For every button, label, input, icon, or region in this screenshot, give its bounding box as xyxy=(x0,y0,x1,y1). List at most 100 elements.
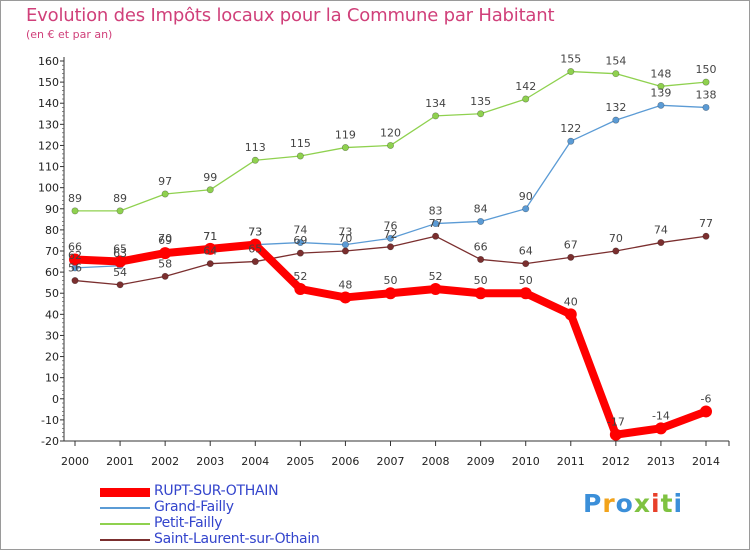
y-tick-label: 120 xyxy=(38,139,59,152)
y-tick-label: 30 xyxy=(45,329,59,342)
data-label: 83 xyxy=(429,205,443,218)
chart-subtitle: (en € et par an) xyxy=(26,28,113,41)
data-point xyxy=(69,253,81,266)
data-label: 89 xyxy=(68,192,82,205)
data-point xyxy=(519,287,532,300)
legend-swatch xyxy=(100,507,150,509)
x-tick-label: 2000 xyxy=(61,455,89,468)
data-point xyxy=(702,78,710,86)
y-tick-label: 80 xyxy=(45,224,59,237)
data-label: 119 xyxy=(335,129,356,142)
data-point xyxy=(702,232,710,240)
data-point xyxy=(564,308,577,321)
data-label: 138 xyxy=(696,88,717,101)
data-label: -17 xyxy=(607,416,625,429)
legend-label: RUPT-SUR-OTHAIN xyxy=(154,483,279,499)
data-point xyxy=(161,272,169,280)
data-label: 65 xyxy=(248,243,262,256)
data-label: 134 xyxy=(425,97,446,110)
data-point xyxy=(206,260,214,268)
x-tick-label: 2013 xyxy=(647,455,675,468)
data-label: 50 xyxy=(384,274,398,287)
x-tick-label: 2002 xyxy=(151,455,179,468)
data-point xyxy=(567,68,575,76)
data-point xyxy=(657,82,665,90)
legend-label: Saint-Laurent-sur-Othain xyxy=(154,531,320,547)
data-label: 62 xyxy=(68,249,82,262)
data-point xyxy=(251,258,259,266)
data-label: 69 xyxy=(293,234,307,247)
data-point xyxy=(432,220,440,228)
data-point xyxy=(386,141,394,149)
data-point xyxy=(609,428,622,441)
data-label: 65 xyxy=(113,243,127,256)
data-point xyxy=(159,247,172,260)
logo-letter: i xyxy=(673,489,684,518)
data-label: 64 xyxy=(203,245,217,258)
data-point xyxy=(522,260,530,268)
data-label: -6 xyxy=(701,392,712,405)
data-label: 115 xyxy=(290,137,311,150)
x-tick-label: 2010 xyxy=(512,455,540,468)
y-tick-label: 60 xyxy=(45,266,59,279)
data-label: 90 xyxy=(519,190,533,203)
data-label: 74 xyxy=(293,224,307,237)
data-point xyxy=(204,242,217,255)
data-label: 58 xyxy=(158,257,172,270)
data-label: 99 xyxy=(203,171,217,184)
data-label: 142 xyxy=(515,80,536,93)
data-point xyxy=(477,255,485,263)
data-label: 154 xyxy=(605,55,626,68)
data-label: 52 xyxy=(429,270,443,283)
data-label: 70 xyxy=(338,232,352,245)
data-label: 67 xyxy=(564,238,578,251)
data-label: 150 xyxy=(696,63,717,76)
chart-title: Evolution des Impôts locaux pour la Comm… xyxy=(26,5,555,26)
y-tick-label: 140 xyxy=(38,97,59,110)
data-label: 97 xyxy=(158,175,172,188)
data-label: 63 xyxy=(113,247,127,260)
data-label: 66 xyxy=(68,240,82,253)
data-point xyxy=(386,243,394,251)
y-tick-label: -10 xyxy=(41,414,59,427)
data-label: 73 xyxy=(338,226,352,239)
logo-letter: t xyxy=(660,489,674,518)
data-point xyxy=(251,156,259,164)
data-point xyxy=(612,247,620,255)
data-point xyxy=(296,239,304,247)
x-tick-label: 2005 xyxy=(286,455,314,468)
data-point xyxy=(71,277,79,285)
data-label: 50 xyxy=(519,274,533,287)
x-tick-label: 2004 xyxy=(241,455,269,468)
data-label: -14 xyxy=(652,409,670,422)
x-tick-label: 2009 xyxy=(467,455,495,468)
data-label: 70 xyxy=(609,232,623,245)
data-point xyxy=(474,287,487,300)
data-point xyxy=(612,70,620,78)
data-point xyxy=(657,101,665,109)
x-tick-label: 2012 xyxy=(602,455,630,468)
y-tick-label: 50 xyxy=(45,287,59,300)
x-tick-label: 2007 xyxy=(377,455,405,468)
x-tick-label: 2001 xyxy=(106,455,134,468)
data-point xyxy=(522,205,530,213)
data-label: 72 xyxy=(384,228,398,241)
legend-swatch xyxy=(100,523,150,525)
legend-swatch xyxy=(100,487,150,497)
x-tick-label: 2011 xyxy=(557,455,585,468)
legend-swatch xyxy=(100,539,150,541)
data-point xyxy=(477,217,485,225)
data-point xyxy=(116,281,124,289)
data-point xyxy=(161,190,169,198)
data-label: 64 xyxy=(519,245,533,258)
x-tick-label: 2008 xyxy=(422,455,450,468)
logo-letter: o xyxy=(615,489,634,518)
data-label: 139 xyxy=(650,86,671,99)
x-tick-label: 2006 xyxy=(331,455,359,468)
y-tick-label: 10 xyxy=(45,372,59,385)
data-label: 50 xyxy=(474,274,488,287)
data-point xyxy=(114,255,127,268)
data-label: 71 xyxy=(203,230,217,243)
data-label: 77 xyxy=(429,217,443,230)
